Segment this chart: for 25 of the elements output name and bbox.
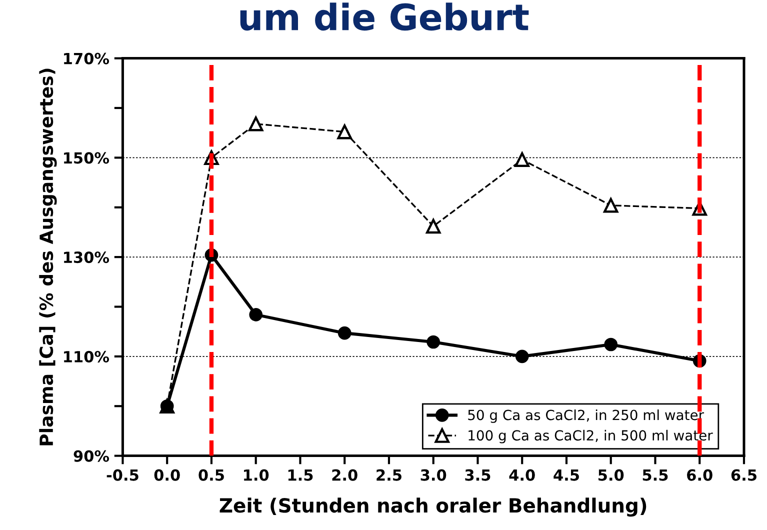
y-tick-label: 90% bbox=[74, 450, 110, 462]
y-tick-label: 150% bbox=[64, 152, 110, 164]
x-tick-label: 2.5 bbox=[376, 469, 402, 481]
x-tick-label: 1.0 bbox=[244, 469, 269, 481]
x-tick-label: 6.0 bbox=[687, 469, 712, 481]
x-tick-label: 4.0 bbox=[509, 469, 535, 481]
x-tick-label: 1.5 bbox=[288, 469, 313, 481]
y-tick-label: 170% bbox=[64, 52, 110, 64]
legend-label: 50 g Ca as CaCl2, in 250 ml water bbox=[468, 409, 704, 423]
x-tick-label: 3.0 bbox=[420, 469, 446, 481]
y-axis-title: Plasma [Ca] (% des Ausgangswertes) bbox=[39, 68, 57, 446]
y-tick-label: 110% bbox=[64, 350, 110, 362]
chart-title: um die Geburt bbox=[240, 2, 529, 31]
x-tick-label: 5.5 bbox=[642, 469, 668, 481]
x-tick-label: 3.5 bbox=[465, 469, 490, 481]
x-tick-label: 2.0 bbox=[332, 469, 358, 481]
x-tick-label: 4.5 bbox=[554, 469, 579, 481]
legend-label: 100 g Ca as CaCl2, in 500 ml water bbox=[468, 430, 713, 444]
x-axis-title: Zeit (Stunden nach oraler Behandlung) bbox=[220, 498, 646, 517]
x-tick-label: 0.5 bbox=[198, 469, 224, 481]
x-tick-label: 6.5 bbox=[731, 469, 756, 481]
x-tick-label: -0.5 bbox=[106, 469, 138, 481]
y-tick-label: 130% bbox=[64, 252, 110, 264]
x-tick-label: 0.0 bbox=[154, 469, 180, 481]
x-tick-label: 5.0 bbox=[598, 469, 624, 481]
